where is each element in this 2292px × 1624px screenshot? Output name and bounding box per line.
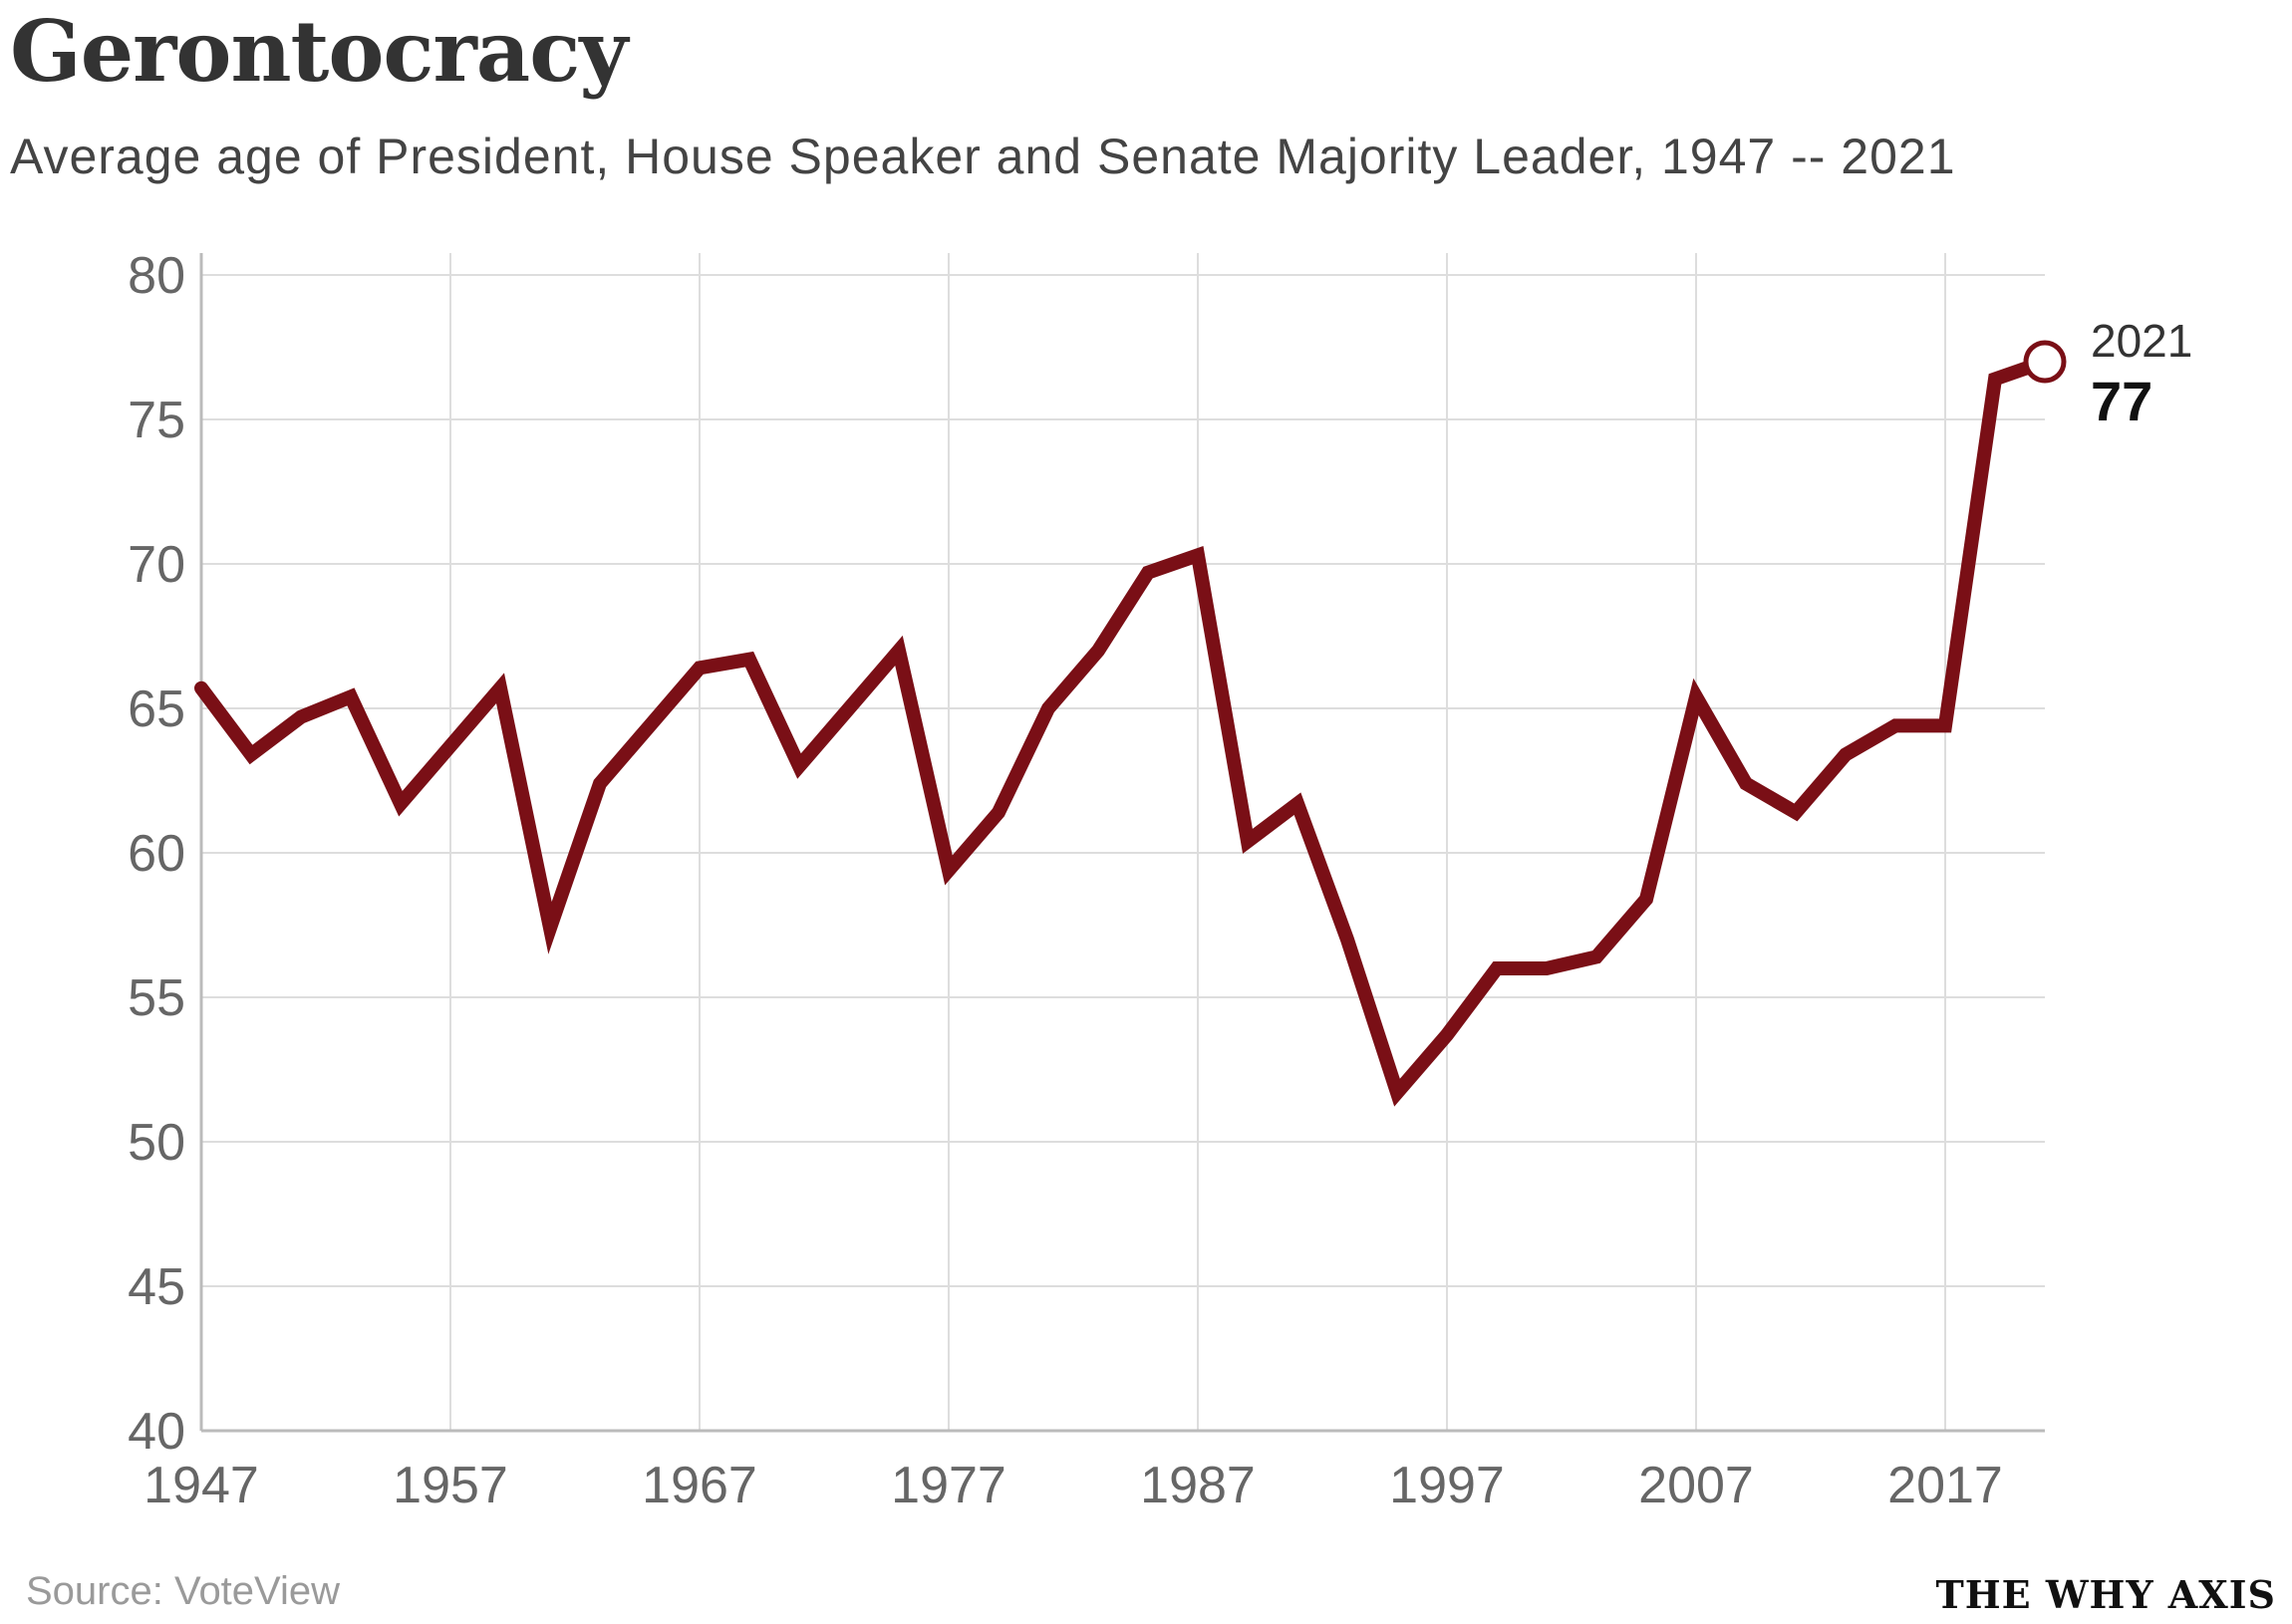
- chart-subtitle: Average age of President, House Speaker …: [10, 129, 1956, 184]
- axes: [199, 253, 2045, 1433]
- brand-logo-text: THE WHY AXIS: [1935, 1572, 2276, 1617]
- x-tick-label: 1987: [1140, 1457, 1256, 1514]
- x-tick-label: 1947: [143, 1457, 259, 1514]
- y-tick-label: 80: [128, 247, 185, 305]
- x-axis-tick-labels: 1947 1957 1967 1977 1987 1997 2007 2017: [143, 1457, 2003, 1514]
- y-tick-label: 55: [128, 969, 185, 1027]
- vertical-gridlines: [449, 253, 1946, 1431]
- y-tick-label: 50: [128, 1114, 185, 1172]
- x-tick-label: 1957: [393, 1457, 508, 1514]
- end-annotation-value: 77: [2091, 370, 2152, 432]
- y-tick-label: 40: [128, 1403, 185, 1461]
- y-tick-label: 70: [128, 536, 185, 594]
- y-axis-tick-labels: 40 45 50 55 60 65 70 75 80: [128, 247, 185, 1461]
- x-tick-label: 1997: [1389, 1457, 1505, 1514]
- source-note: Source: VoteView: [26, 1569, 341, 1613]
- x-tick-label: 1977: [891, 1457, 1006, 1514]
- y-tick-label: 65: [128, 680, 185, 738]
- horizontal-gridlines: [201, 274, 2045, 1432]
- x-tick-label: 2017: [1887, 1457, 2003, 1514]
- end-point-marker: [2023, 340, 2067, 384]
- y-tick-label: 45: [128, 1258, 185, 1316]
- y-tick-label: 75: [128, 392, 185, 449]
- end-annotation: 2021 77: [2091, 315, 2192, 432]
- y-tick-label: 60: [128, 825, 185, 883]
- x-tick-label: 1967: [642, 1457, 757, 1514]
- end-annotation-year: 2021: [2091, 315, 2192, 367]
- series-line-average-age: [194, 355, 2052, 1107]
- chart-title: Gerontocracy: [10, 2, 628, 101]
- x-tick-label: 2007: [1638, 1457, 1754, 1514]
- series-group: [194, 340, 2067, 1107]
